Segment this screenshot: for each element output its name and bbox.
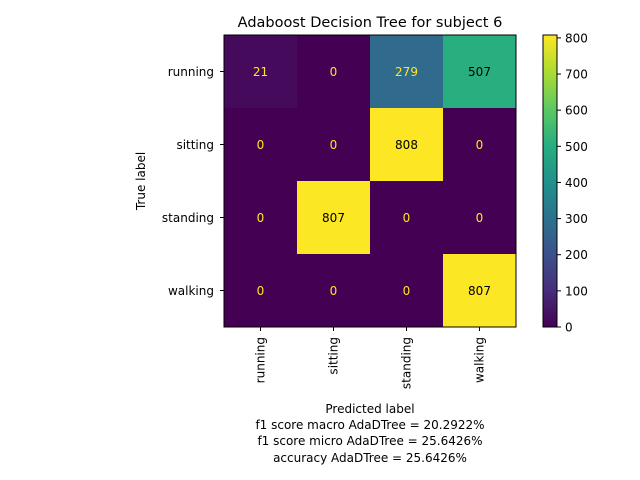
x-axis-label: Predicted label	[325, 402, 414, 416]
colorbar-tick-label: 800	[565, 31, 588, 45]
cell-value-label: 0	[476, 211, 484, 225]
cell-value-label: 507	[468, 65, 491, 79]
cell-value-label: 0	[257, 138, 265, 152]
heatmap-cell	[224, 181, 298, 255]
cell-value-label: 279	[395, 65, 418, 79]
x-tick-label: running	[254, 337, 268, 383]
heatmap-cell	[443, 254, 517, 328]
heatmap-cell	[370, 254, 444, 328]
colorbar-tick-label: 600	[565, 104, 588, 118]
cell-value-label: 0	[476, 138, 484, 152]
x-axis-ticks: running sitting standing walking	[254, 327, 487, 389]
y-tick-label: running	[168, 65, 214, 79]
cell-value-label: 21	[253, 65, 268, 79]
cell-value-label: 0	[257, 284, 265, 298]
heatmap-cell	[370, 35, 444, 109]
x-tick-label: standing	[400, 337, 414, 389]
heatmap-cell	[443, 108, 517, 182]
colorbar-tick-label: 300	[565, 212, 588, 226]
cell-value-label: 807	[468, 284, 491, 298]
heatmap-cell	[370, 108, 444, 182]
colorbar-tick-label: 100	[565, 284, 588, 298]
heatmap-cell	[297, 254, 371, 328]
chart-title: Adaboost Decision Tree for subject 6	[238, 15, 503, 31]
cell-value-label: 0	[403, 284, 411, 298]
x-tick-label: sitting	[327, 337, 341, 375]
y-tick-label: standing	[162, 211, 214, 225]
heatmap-cell	[370, 181, 444, 255]
y-tick-label: walking	[168, 284, 214, 298]
colorbar-tick-label: 500	[565, 140, 588, 154]
heatmap-frame	[223, 34, 517, 328]
colorbar	[542, 34, 558, 328]
heatmap-cell	[297, 108, 371, 182]
heatmap-cell	[297, 181, 371, 255]
heatmap-cell	[224, 254, 298, 328]
cell-value-label: 0	[257, 211, 265, 225]
y-tick-label: sitting	[176, 138, 214, 152]
colorbar-tick-label: 200	[565, 248, 588, 262]
heatmap-cell	[443, 35, 517, 109]
cell-value-label: 808	[395, 138, 418, 152]
heatmap-cells: 21 0 279 507 0 0 808 0 0 807 0 0 0 0 0 807	[224, 35, 517, 328]
cell-value-label: 0	[330, 284, 338, 298]
colorbar-ticks: 0 100 200 300 400 500 600 700 800	[557, 31, 588, 335]
footer-line-f1-macro: f1 score macro AdaDTree = 20.2922%	[255, 418, 484, 432]
footer-line-accuracy: accuracy AdaDTree = 25.6426%	[273, 451, 467, 465]
cell-value-label: 0	[330, 138, 338, 152]
cell-value-label: 807	[322, 211, 345, 225]
footer-line-f1-micro: f1 score micro AdaDTree = 25.6426%	[257, 434, 482, 448]
y-axis-label: True label	[134, 152, 148, 211]
cell-value-label: 0	[403, 211, 411, 225]
heatmap-cell	[443, 181, 517, 255]
heatmap-cell	[297, 35, 371, 109]
cell-value-label: 0	[330, 65, 338, 79]
x-tick-label: walking	[473, 337, 487, 383]
colorbar-tick-label: 400	[565, 176, 588, 190]
colorbar-tick-label: 700	[565, 68, 588, 82]
colorbar-tick-label: 0	[565, 321, 573, 335]
y-axis-ticks: running sitting standing walking	[162, 65, 224, 298]
heatmap-cell	[224, 108, 298, 182]
heatmap-cell	[224, 35, 298, 109]
